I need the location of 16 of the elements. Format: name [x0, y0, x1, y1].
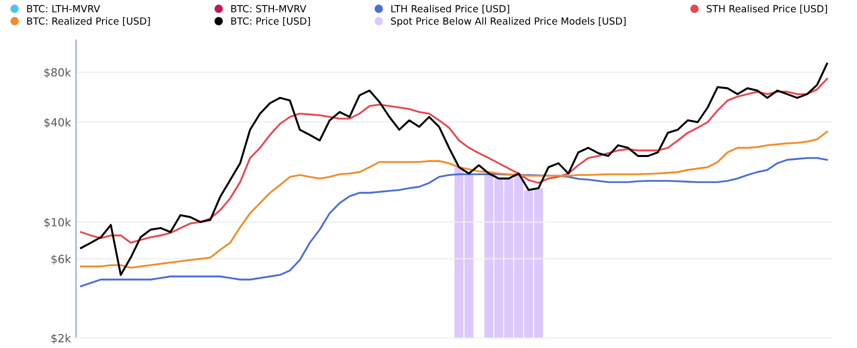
line-series — [80, 130, 828, 269]
legend-label: Spot Price Below All Realized Price Models [USD] — [391, 17, 626, 27]
legend-label: BTC: Price [USD] — [231, 17, 310, 26]
legend-label: LTH Realised Price [USD] — [391, 4, 510, 14]
legend-label: BTC: STH-MVRV — [231, 5, 306, 12]
y-tick-label: $2k — [51, 334, 72, 344]
legend-label: BTC: LTH-MVRV — [27, 5, 100, 12]
line-series — [80, 78, 828, 244]
y-tick-label: $6k — [51, 254, 72, 265]
y-tick-label: $80k — [44, 68, 72, 78]
y-tick-label: $10k — [44, 218, 72, 228]
legend-label: BTC: Realized Price [USD] — [27, 17, 150, 26]
line-series — [80, 62, 828, 276]
line-series — [80, 157, 828, 288]
y-tick-label: $40k — [44, 118, 72, 128]
legend-label: STH Realised Price [USD] — [706, 4, 827, 14]
